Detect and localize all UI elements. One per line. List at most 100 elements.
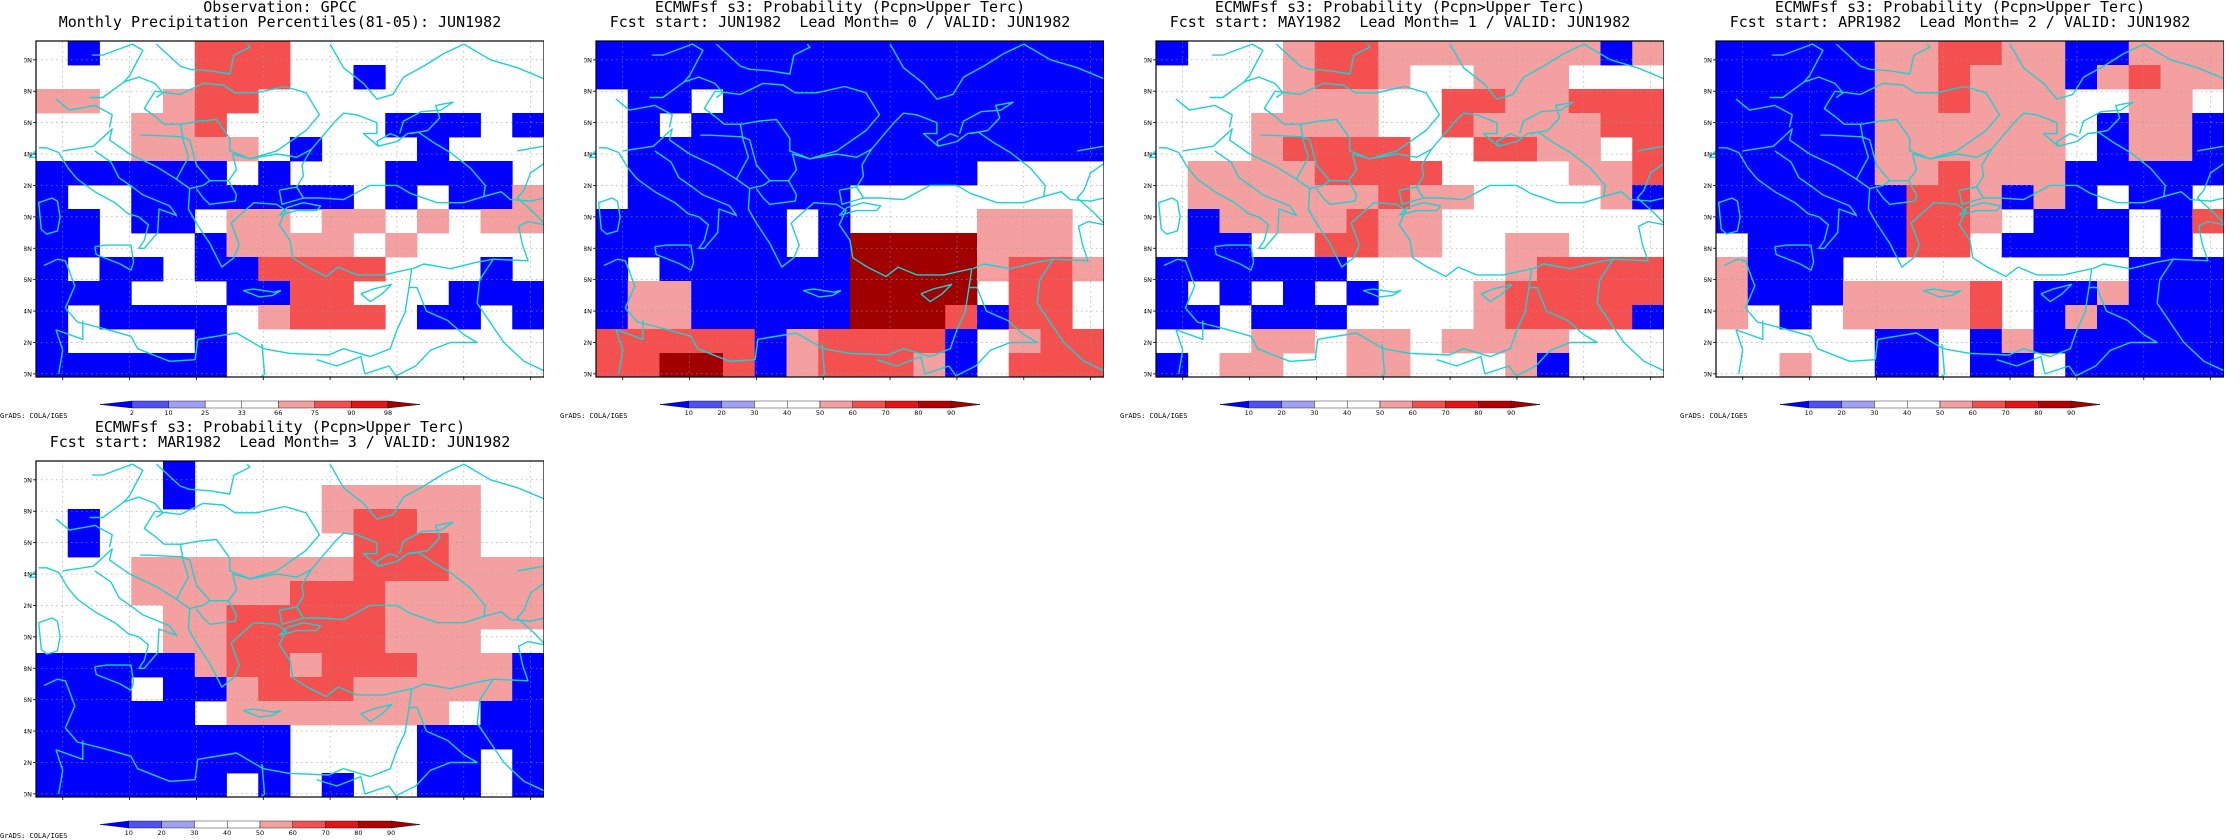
colorbar-label: 80 — [914, 409, 922, 417]
grid-cell — [2160, 137, 2193, 162]
grid-cell — [1008, 209, 1041, 234]
grid-cell — [258, 257, 291, 282]
grid-cell — [1970, 209, 2003, 234]
grid-cell — [226, 749, 259, 774]
panel-subtitle: Fcst start: JUN1982 Lead Month= 0 / VALI… — [609, 13, 1071, 31]
grid-cell — [1473, 65, 1506, 90]
coastline — [598, 147, 738, 249]
grid-cell — [1187, 185, 1220, 210]
grid-cell — [1779, 41, 1812, 66]
grid-cell — [1632, 161, 1664, 186]
latitude-label: 32N — [584, 339, 592, 347]
grid-cell — [627, 185, 660, 210]
grid-cell — [945, 161, 978, 186]
grid-cell — [163, 653, 196, 678]
colorbar-end-triangle — [659, 400, 690, 409]
grid-cell — [67, 281, 100, 306]
grid-cell — [723, 233, 756, 258]
coastline — [28, 570, 37, 578]
grid-cell — [258, 557, 291, 582]
colorbar-box — [241, 400, 279, 409]
grid-cell — [754, 89, 787, 114]
grid-cell — [2192, 113, 2224, 138]
latitude-label: 36N — [24, 276, 32, 284]
grid-cell — [2001, 161, 2034, 186]
grid-cell — [1843, 233, 1876, 258]
coastline — [1835, 43, 1931, 75]
grid-cell — [512, 581, 544, 606]
colorbar-label: 30 — [1870, 409, 1878, 417]
coastline — [260, 763, 266, 798]
grid-cell — [850, 41, 883, 66]
coastline — [278, 622, 322, 636]
grid-cell — [1938, 233, 1971, 258]
coastline — [1043, 191, 1104, 202]
grid-cell — [1779, 305, 1812, 330]
grid-cell — [2128, 281, 2161, 306]
grid-cell — [1843, 113, 1876, 138]
grid-cell — [290, 677, 323, 702]
latitude-label: 50N — [1704, 56, 1712, 64]
grid-cell — [2001, 329, 2034, 354]
colorbar: 10 20 30 40 50 60 70 80 90 — [1779, 400, 2101, 417]
grid-cell — [1874, 209, 1907, 234]
grid-cell — [353, 485, 386, 510]
grid-cell — [1600, 161, 1633, 186]
grid-cell — [1874, 137, 1907, 162]
colorbar-end-triangle — [387, 400, 421, 409]
coastline — [1958, 186, 1985, 205]
grid-cell — [754, 161, 787, 186]
grid-cell — [881, 257, 914, 282]
grid-cell — [786, 281, 819, 306]
grid-cell — [1874, 353, 1907, 378]
grid-cell — [321, 653, 354, 678]
latitude-label: 42N — [1704, 182, 1712, 190]
grid-cell — [2192, 329, 2224, 354]
grid-cell — [1874, 185, 1907, 210]
coastline — [89, 496, 164, 519]
grid-cell — [659, 65, 692, 90]
colorbar-box — [688, 400, 722, 409]
colorbar-box — [2038, 400, 2072, 409]
coastline — [1820, 134, 1891, 182]
coastline — [476, 678, 544, 792]
grid-cell — [194, 185, 227, 210]
coastline — [1723, 128, 2093, 362]
grads-credit: GrADS: COLA/IGES — [1120, 412, 1188, 420]
grid-cell — [1040, 305, 1073, 330]
grid-cell — [194, 329, 227, 354]
grid-cell — [1473, 137, 1506, 162]
grid-cell — [512, 725, 544, 750]
grid-cell — [417, 725, 450, 750]
grid-cell — [194, 161, 227, 186]
grid-cell — [67, 353, 100, 378]
grid-cell — [480, 581, 513, 606]
colorbar-box — [1248, 400, 1282, 409]
coastline — [1718, 197, 1741, 235]
grid-cell — [1008, 353, 1041, 378]
grid-cell — [754, 185, 787, 210]
grid-cell — [163, 773, 196, 798]
grid-cell — [2128, 257, 2161, 282]
grid-cell — [417, 629, 450, 654]
grid-cell — [1747, 233, 1780, 258]
grid-cell — [163, 461, 196, 486]
grid-cell — [480, 557, 513, 582]
colorbar-box — [226, 820, 261, 829]
grid-cell — [194, 773, 227, 798]
grid-cell — [2160, 233, 2193, 258]
coastline — [1398, 202, 1442, 216]
grid-cell — [1505, 329, 1538, 354]
grid-cell — [881, 113, 914, 138]
colorbar-label: 80 — [354, 829, 362, 837]
coastline — [1735, 98, 1793, 128]
coastline — [2040, 283, 2073, 303]
latitude-label: 42N — [584, 182, 592, 190]
grid-cell — [977, 233, 1010, 258]
grid-cell — [1632, 185, 1664, 210]
colorbar-box — [754, 400, 788, 409]
grid-cell — [723, 113, 756, 138]
latitude-label: 48N — [1704, 88, 1712, 96]
grid-cell — [786, 41, 819, 66]
grid-cell — [99, 161, 132, 186]
